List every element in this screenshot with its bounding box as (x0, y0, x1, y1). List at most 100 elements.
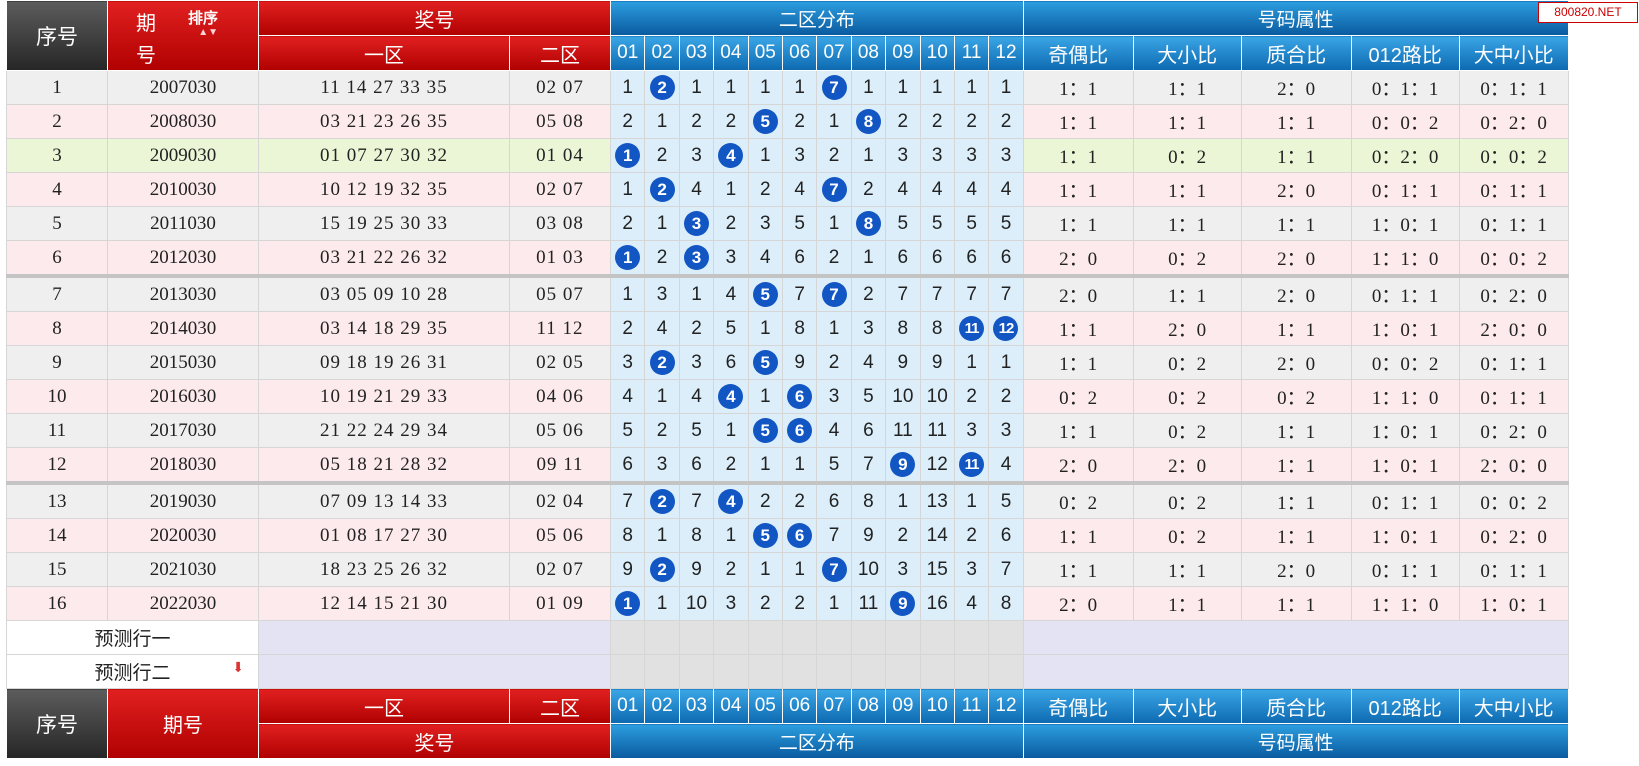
predict-input-cell[interactable] (258, 654, 611, 689)
attr-cell: 1：1 (1022, 70, 1134, 105)
dist-col-footer: 08 (850, 688, 887, 724)
row-seq: 11 (6, 413, 108, 448)
row-back-numbers: 05 06 (509, 518, 611, 553)
dist-cell: 6 (781, 379, 818, 414)
attr-cell: 1：1：0 (1350, 240, 1460, 277)
predict-dist-cell[interactable] (678, 620, 715, 655)
dist-col-header: 10 (919, 35, 955, 71)
predict-dist-cell[interactable] (850, 620, 887, 655)
attr-cell: 1：1 (1132, 552, 1242, 587)
period-header-sort[interactable]: 期号 排序 ▲▼ (107, 0, 259, 71)
dist-cell: 3 (816, 379, 852, 414)
predict-dist-cell[interactable] (816, 654, 852, 689)
attr-cell: 1：1 (1022, 104, 1134, 139)
dist-cell: 1 (609, 274, 646, 312)
dist-cell: 3 (609, 345, 646, 380)
dist-cell: 6 (850, 413, 887, 448)
attr-cell: 2：0 (1240, 70, 1352, 105)
row-front-numbers: 03 21 23 26 35 (258, 104, 510, 139)
hit-ball: 7 (821, 557, 847, 582)
row-seq: 12 (6, 447, 108, 484)
row-back-numbers: 05 08 (509, 104, 611, 139)
predict-dist-cell[interactable] (644, 620, 680, 655)
row-front-numbers: 11 14 27 33 35 (258, 70, 510, 105)
dist-cell: 6 (953, 240, 990, 277)
predict-dist-cell[interactable] (953, 654, 990, 689)
predict-dist-cell[interactable] (988, 620, 1024, 655)
attr-cell: 0：2 (1132, 379, 1242, 414)
dist-cell: 1 (816, 586, 852, 621)
dist-cell: 7 (816, 70, 852, 105)
dist-cell: 4 (644, 311, 680, 346)
dist-cell: 3 (678, 240, 715, 277)
dist-cell: 3 (678, 138, 715, 173)
hit-ball: 4 (718, 143, 744, 168)
predict-dist-cell[interactable] (919, 654, 955, 689)
dist-col-header: 02 (644, 35, 680, 71)
period-footer: 期号 (107, 688, 259, 759)
dist-cell: 1 (678, 274, 715, 312)
dist-cell: 2 (644, 70, 680, 105)
predict-dist-cell[interactable] (678, 654, 715, 689)
row-seq: 14 (6, 518, 108, 553)
dist-cell: 6 (781, 413, 818, 448)
row-period: 2020030 (107, 518, 259, 553)
dist-cell: 13 (919, 481, 955, 519)
arrow-down-icon[interactable]: ⬇ (232, 661, 244, 676)
dist-cell: 6 (919, 240, 955, 277)
hit-ball: 6 (787, 523, 813, 548)
attr-cell: 1：1 (1022, 206, 1134, 241)
attr-cell: 0：0：2 (1458, 138, 1569, 173)
predict-dist-cell[interactable] (609, 654, 646, 689)
row-seq: 2 (6, 104, 108, 139)
predict-dist-cell[interactable] (885, 620, 921, 655)
predict-dist-cell[interactable] (713, 654, 749, 689)
predict-dist-cell[interactable] (644, 654, 680, 689)
dist-cell: 2 (885, 518, 921, 553)
dist-cell: 10 (919, 379, 955, 414)
predict-dist-cell[interactable] (781, 620, 818, 655)
attr-col-header: 质合比 (1240, 35, 1352, 71)
attr-cell: 0：2 (1132, 518, 1242, 553)
dist-cell: 3 (678, 345, 715, 380)
predict-dist-cell[interactable] (953, 620, 990, 655)
predict-dist-cell[interactable] (816, 620, 852, 655)
row-front-numbers: 05 18 21 28 32 (258, 447, 510, 484)
row-seq: 16 (6, 586, 108, 621)
row-front-numbers: 15 19 25 30 33 (258, 206, 510, 241)
dist-cell: 7 (885, 274, 921, 312)
predict-dist-cell[interactable] (781, 654, 818, 689)
hit-ball: 2 (649, 177, 675, 202)
attr-cell: 0：2 (1022, 481, 1134, 519)
predict-dist-cell[interactable] (988, 654, 1024, 689)
predict-dist-cell[interactable] (747, 654, 783, 689)
predict-dist-cell[interactable] (713, 620, 749, 655)
table-row: 13 2019030 07 09 13 14 33 02 04 7 2 7 4 2 2 6 8 1 13 1… (6, 481, 1569, 519)
attr-cell: 0：2 (1132, 413, 1242, 448)
dist-cell: 1 (713, 518, 749, 553)
dist-cell: 5 (747, 274, 783, 312)
sort-arrows-icon[interactable]: ▲▼ (198, 27, 218, 38)
attr-cell: 0：0：2 (1458, 481, 1569, 519)
hit-ball: 1 (615, 245, 641, 270)
table-row: 3 2009030 01 07 27 30 32 01 04 1 2 3 4 1 3 2 1 3 3 3 3 1… (6, 138, 1569, 173)
dist-cell: 1 (747, 447, 783, 484)
row-back-numbers: 02 07 (509, 70, 611, 105)
predict-input-cell[interactable] (258, 620, 611, 655)
predict-dist-cell[interactable] (919, 620, 955, 655)
row-period: 2009030 (107, 138, 259, 173)
row-back-numbers: 02 07 (509, 172, 611, 207)
predict-dist-cell[interactable] (747, 620, 783, 655)
dist-cell: 2 (713, 447, 749, 484)
predict-dist-cell[interactable] (885, 654, 921, 689)
dist-col-footer: 01 (609, 688, 646, 724)
predict-dist-cell[interactable] (609, 620, 646, 655)
attr-cell: 0：1：1 (1350, 481, 1460, 519)
dist-cell: 7 (816, 518, 852, 553)
hit-ball: 8 (855, 109, 881, 134)
row-back-numbers: 01 09 (509, 586, 611, 621)
dist-cell: 7 (678, 481, 715, 519)
sort-label[interactable]: 排序 (187, 11, 218, 27)
dist-col-header: 05 (747, 35, 783, 71)
predict-dist-cell[interactable] (850, 654, 887, 689)
